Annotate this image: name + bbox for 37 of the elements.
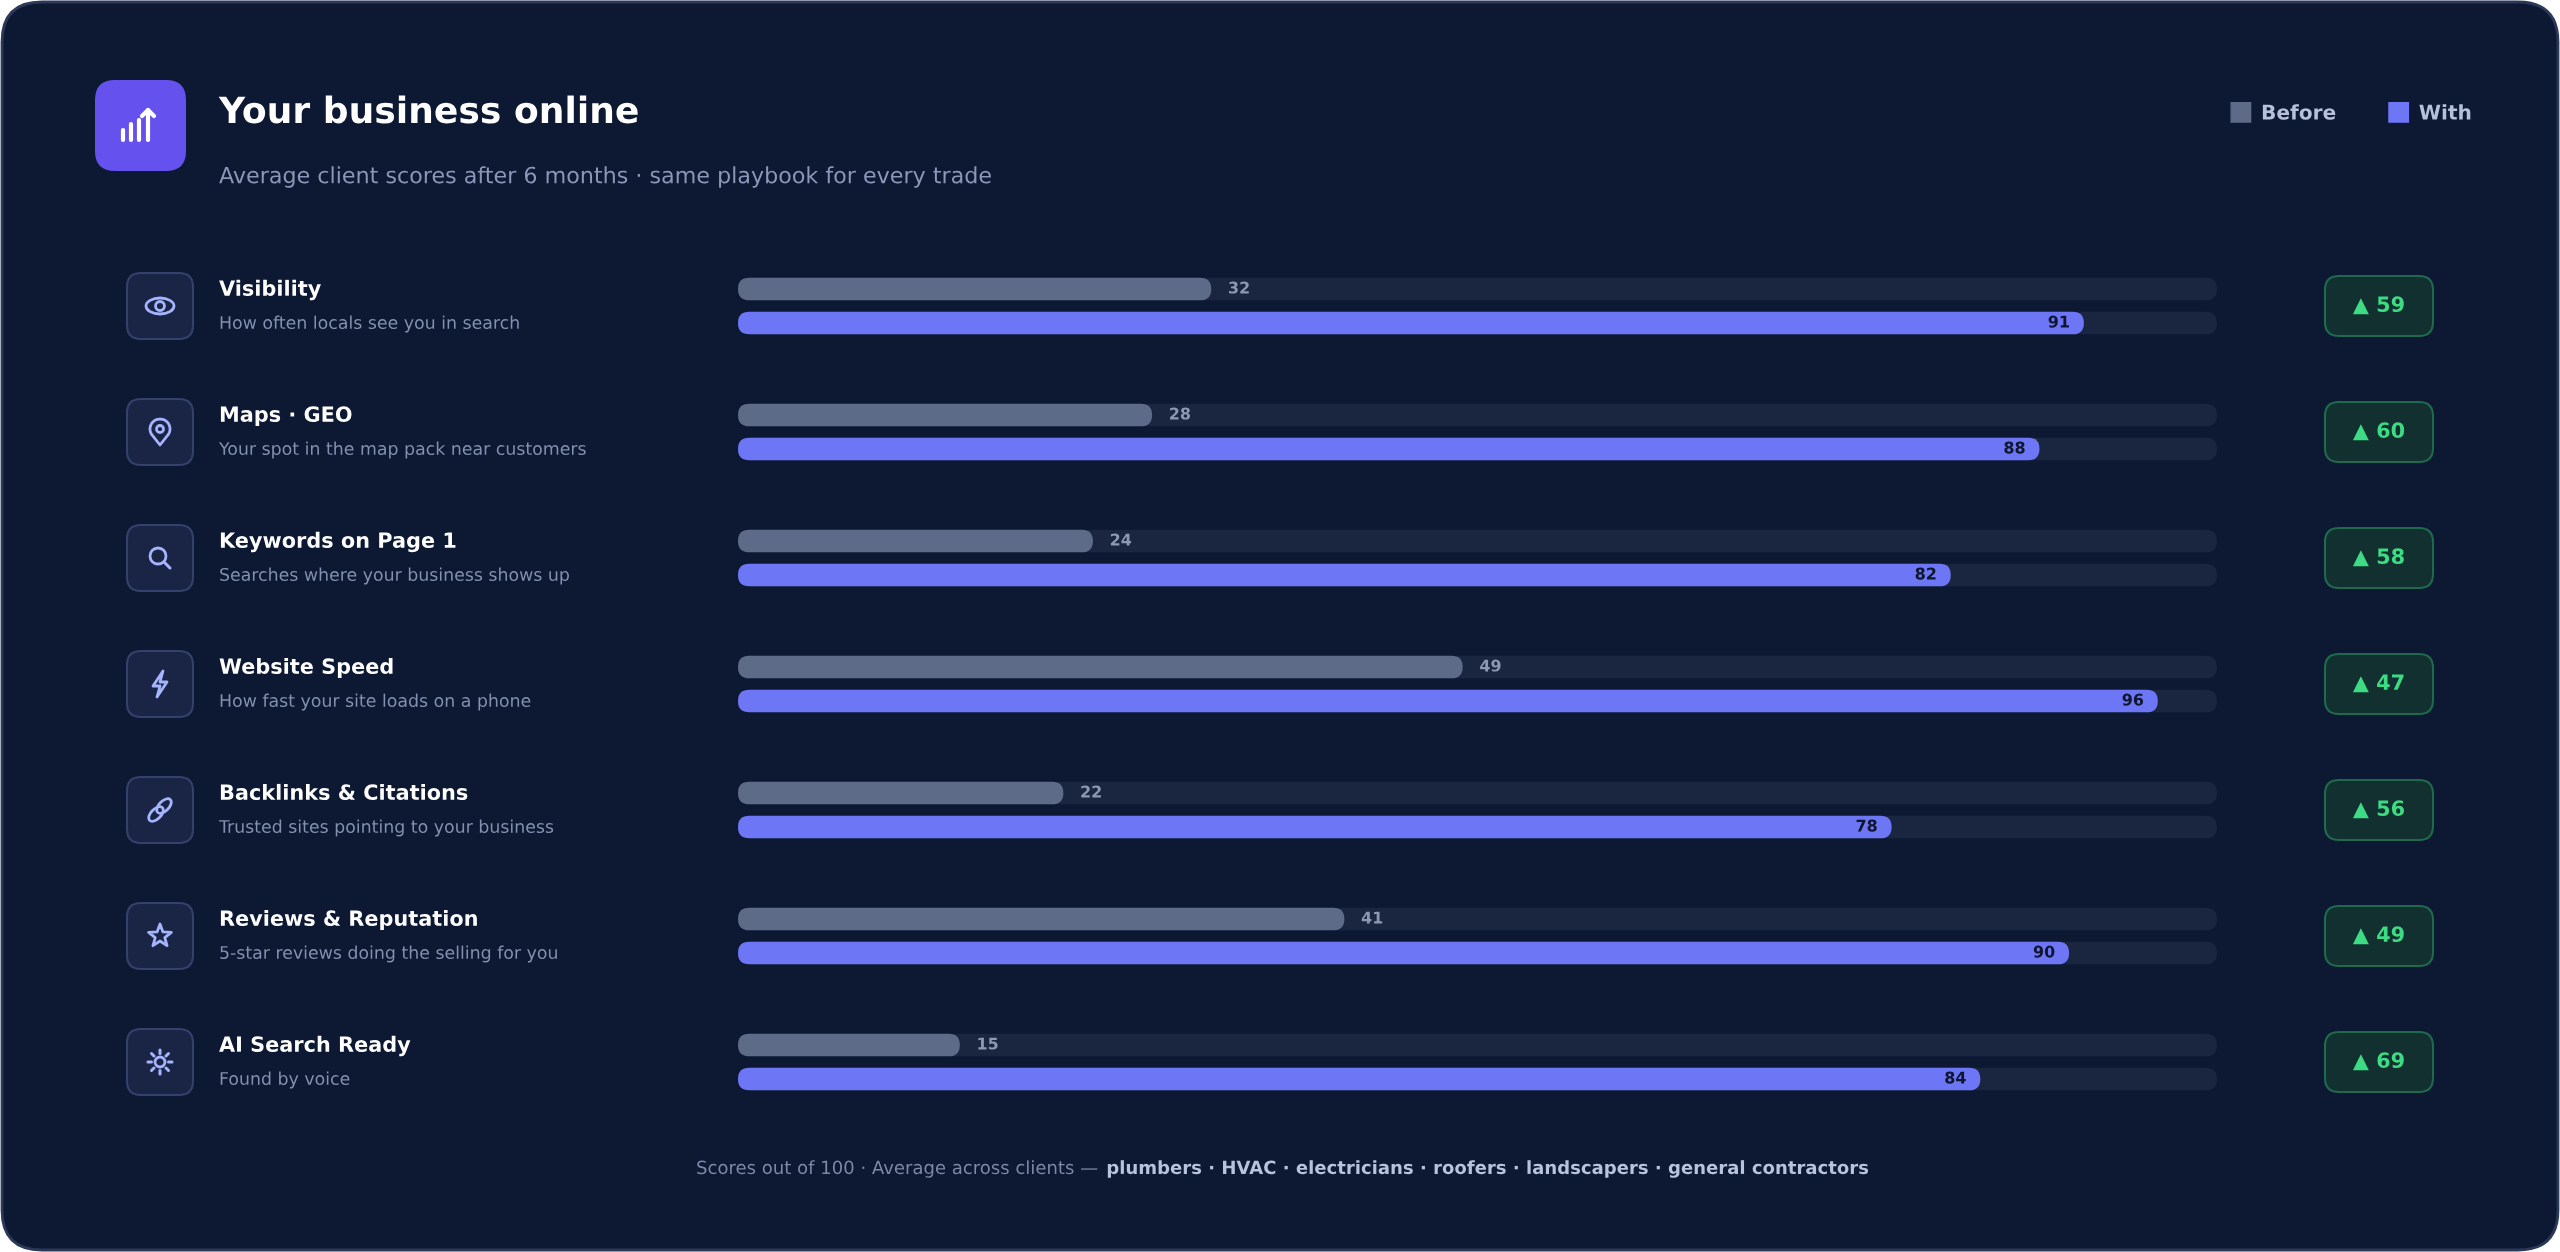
legend-label: With [2419, 104, 2471, 120]
text: ▲ 49 [2352, 926, 2404, 945]
y-tick-label: Keywords on Page 1 Searches where your business shows up [220, 531, 569, 585]
data-label: 15 [978, 1037, 998, 1050]
text: ▲ 58 [2352, 548, 2404, 567]
legend-label: Before [2262, 104, 2336, 120]
text: ▲ 59 [2352, 296, 2404, 315]
bar [738, 529, 1093, 553]
bar [738, 1033, 960, 1057]
data-label: 96 [2122, 693, 2144, 706]
data-label: 84 [1945, 1071, 1966, 1084]
bar [738, 781, 1064, 805]
data-label: 88 [2004, 441, 2025, 454]
data-label: 49 [1480, 659, 1501, 672]
data-label: 91 [2048, 315, 2069, 328]
data-label: 32 [1229, 281, 1249, 294]
data-label: 24 [1110, 533, 1132, 546]
y-tick-label: Website Speed How fast your site loads on a phone [219, 657, 531, 711]
text: ▲ 60 [2352, 422, 2405, 441]
data-label: 41 [1361, 911, 1383, 924]
data-label: 90 [2033, 945, 2055, 958]
text: ▲ 69 [2352, 1052, 2404, 1071]
text: Scores out of 100 · Average across clients — [697, 1160, 1098, 1178]
y-tick-label: Maps · GEO Your spot in the map pack near customers [218, 406, 586, 459]
chart-subtitle: Average client scores after 6 months · same playbook for every trade [219, 166, 991, 188]
y-tick-label: Backlinks & Citations Trusted sites pointing to your business [218, 783, 554, 837]
data-label: 22 [1081, 785, 1101, 798]
y-tick-label: AI Search Ready Found by voice [219, 1035, 411, 1089]
text: ▲ 56 [2352, 800, 2405, 819]
data-label: 28 [1170, 407, 1191, 420]
text: ▲ 47 [2352, 674, 2404, 693]
y-tick-label: Reviews & Reputation 5-star reviews doing the selling for you [220, 909, 557, 963]
data-label: 82 [1915, 567, 1936, 580]
data-label: 78 [1856, 819, 1877, 832]
text: Your business online [218, 95, 638, 124]
y-tick-label: Visibility How often locals see you in search [219, 279, 519, 333]
text: plumbers · HVAC · electricians · roofers · landscapers · general contractors [1107, 1160, 1869, 1178]
